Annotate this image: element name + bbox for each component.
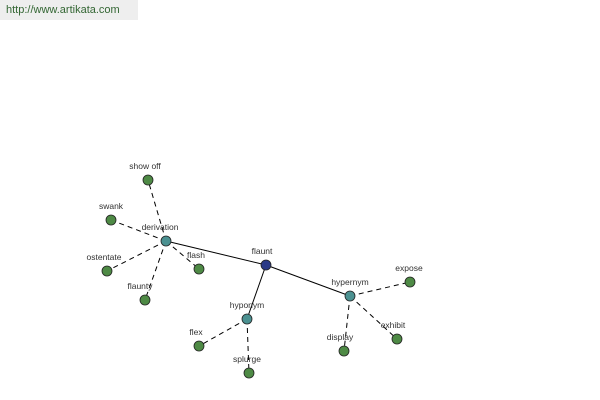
node <box>193 263 205 275</box>
dashed-link <box>165 240 200 270</box>
dashed-link <box>343 295 351 352</box>
node-label: flaunty <box>127 281 153 291</box>
node <box>105 214 117 226</box>
node-label: show off <box>129 161 161 171</box>
node-label: flash <box>187 250 205 260</box>
node <box>338 345 350 357</box>
dashed-link <box>349 295 398 340</box>
node-label: ostentate <box>87 252 122 262</box>
node <box>101 265 113 277</box>
node <box>139 294 151 306</box>
url-bar: http://www.artikata.com <box>0 0 138 20</box>
node <box>243 367 255 379</box>
dashed-link <box>106 240 167 272</box>
link <box>246 264 267 320</box>
node <box>160 235 172 247</box>
node <box>391 333 403 345</box>
dashed-link <box>349 281 411 297</box>
node <box>193 340 205 352</box>
node <box>260 259 272 271</box>
dashed-link <box>198 318 248 347</box>
node <box>241 313 253 325</box>
node-label: flex <box>189 327 203 337</box>
node-label: swank <box>99 201 124 211</box>
node-label: hyponym <box>230 300 265 310</box>
node <box>142 174 154 186</box>
url-text[interactable]: http://www.artikata.com <box>6 4 120 16</box>
node-label: display <box>327 332 354 342</box>
dashed-link <box>110 219 167 242</box>
node-label: hypernym <box>331 277 368 287</box>
node <box>344 290 356 302</box>
node-label: expose <box>395 263 423 273</box>
link <box>265 264 351 297</box>
node-label: exhibit <box>381 320 406 330</box>
node-label: derivation <box>142 222 179 232</box>
dashed-link <box>144 240 167 301</box>
node <box>404 276 416 288</box>
node-label: flaunt <box>252 246 273 256</box>
dashed-link <box>147 179 167 242</box>
node-label: splurge <box>233 354 261 364</box>
dashed-link <box>246 318 250 374</box>
link <box>165 240 267 266</box>
